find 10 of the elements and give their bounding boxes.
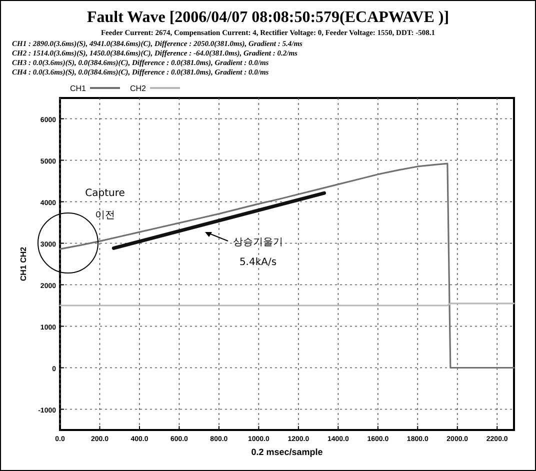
legend-label: CH1 [70,84,87,93]
annotation: 상승기울기 [233,237,283,248]
annotation: 이전 [95,210,115,221]
chart-title: Fault Wave [2006/04/07 08:08:50:579(ECAPWAVE )] [86,9,450,26]
legend-label: CH2 [130,84,147,93]
annotation: Capture [85,188,125,199]
y-axis-title: CH1 CH2 [19,246,28,282]
x-axis-title: 0.2 msec/sample [251,447,323,457]
line-series [59,162,515,369]
annotation: 5.4kA/s [239,257,277,268]
